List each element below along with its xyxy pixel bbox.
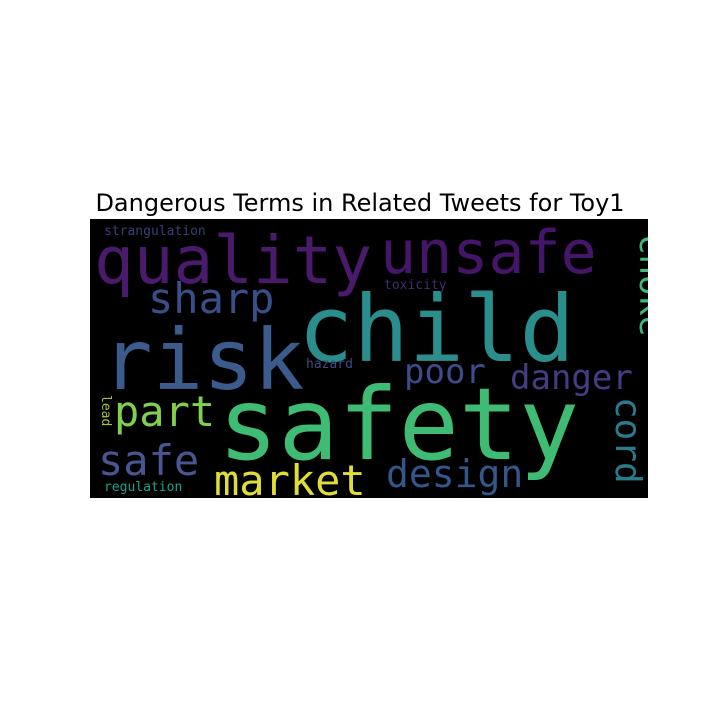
word-toxicity: toxicity	[384, 278, 447, 293]
word-design: design	[386, 452, 523, 496]
word-unsafe: unsafe	[380, 219, 597, 288]
word-strangulation: strangulation	[104, 224, 206, 239]
word-cord: cord	[607, 397, 648, 484]
word-cloud: safety child risk quality unsafe sharp choke ma…	[90, 219, 648, 498]
word-regulation: regulation	[104, 480, 182, 495]
word-market: market	[214, 456, 366, 498]
word-safety: safety	[218, 366, 579, 483]
word-risk: risk	[102, 311, 304, 409]
word-part: part	[114, 387, 215, 436]
word-poor: poor	[404, 352, 486, 392]
chart-title: Dangerous Terms in Related Tweets for To…	[95, 189, 625, 217]
word-sharp: sharp	[148, 274, 274, 323]
word-danger: danger	[510, 358, 633, 398]
word-quality: quality	[94, 222, 372, 299]
word-hazard: hazard	[306, 357, 353, 372]
word-choke: choke	[631, 234, 648, 336]
word-lead: lead	[98, 395, 113, 426]
word-safe: safe	[98, 436, 199, 485]
word-child: child	[298, 276, 575, 383]
